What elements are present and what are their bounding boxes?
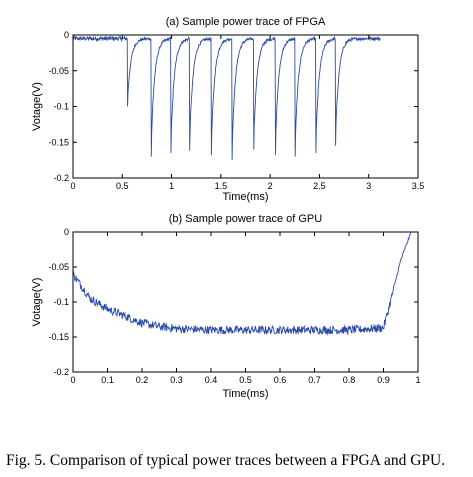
y-axis-label: Votage(V) bbox=[31, 278, 43, 327]
x-tick-label: 3.5 bbox=[412, 181, 425, 191]
x-tick-label: 2.5 bbox=[313, 181, 326, 191]
y-tick-label: -0.15 bbox=[48, 332, 69, 342]
chart-panel-2: (b) Sample power trace of GPU 0 0.1 0.2 0.3 0… bbox=[31, 213, 421, 400]
x-tick-label: 0.7 bbox=[308, 375, 321, 385]
plot-frame bbox=[72, 34, 419, 179]
x-tick-label: 0 bbox=[70, 375, 75, 385]
series-line bbox=[73, 35, 381, 161]
y-tick-label: -0.2 bbox=[53, 173, 69, 183]
x-tick-label: 1 bbox=[415, 375, 420, 385]
x-tick-label: 0.4 bbox=[205, 375, 218, 385]
x-tick-label: 0.9 bbox=[377, 375, 390, 385]
x-tick-label: 0.5 bbox=[116, 181, 129, 191]
x-tick-label: 0.2 bbox=[136, 375, 149, 385]
x-tick-label: 0.8 bbox=[343, 375, 356, 385]
chart-title: (a) Sample power trace of FPGA bbox=[166, 16, 326, 28]
chart-panel-1: (a) Sample power trace of FPGA 0 0.5 1 1.5 2 2… bbox=[31, 16, 424, 203]
x-tick-label: 2 bbox=[268, 181, 273, 191]
y-tick-label: -0.05 bbox=[48, 262, 69, 272]
y-tick-label: -0.15 bbox=[48, 137, 69, 147]
x-axis-label: Time(ms) bbox=[222, 191, 268, 203]
x-tick-label: 3 bbox=[366, 181, 371, 191]
x-tick-label: 0.6 bbox=[274, 375, 287, 385]
y-tick-label: -0.1 bbox=[53, 297, 69, 307]
x-tick-label: 0.5 bbox=[239, 375, 252, 385]
y-tick-label: 0 bbox=[64, 30, 69, 40]
y-tick-label: -0.1 bbox=[53, 102, 69, 112]
series-line bbox=[73, 232, 412, 336]
figure: (a) Sample power trace of FPGA 0 0.5 1 1.5 2 2… bbox=[31, 16, 424, 400]
x-axis-label: Time(ms) bbox=[222, 388, 268, 400]
plot-frame bbox=[72, 231, 419, 373]
y-axis-label: Votage(V) bbox=[31, 82, 43, 131]
x-tick-label: 1 bbox=[169, 181, 174, 191]
x-tick-label: 0 bbox=[70, 181, 75, 191]
figure-caption: Fig. 5. Comparison of typical power trac… bbox=[6, 452, 446, 469]
y-tick-label: 0 bbox=[64, 227, 69, 237]
x-tick-label: 0.3 bbox=[170, 375, 183, 385]
chart-title: (b) Sample power trace of GPU bbox=[169, 213, 323, 225]
y-tick-label: -0.05 bbox=[48, 66, 69, 76]
y-tick-label: -0.2 bbox=[53, 367, 69, 377]
x-tick-label: 1.5 bbox=[215, 181, 228, 191]
x-tick-label: 0.1 bbox=[101, 375, 114, 385]
